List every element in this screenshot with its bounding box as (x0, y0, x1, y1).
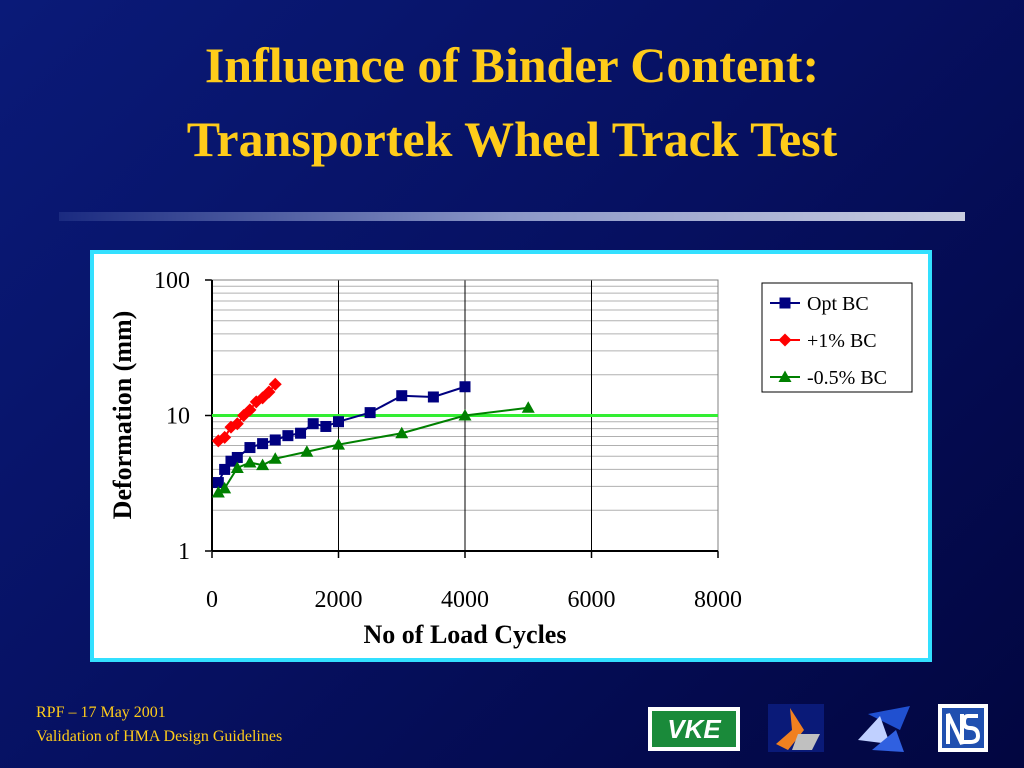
y-tick-label: 10 (166, 404, 190, 430)
x-axis-label: No of Load Cycles (364, 620, 567, 649)
legend-marker (778, 370, 792, 382)
marker (244, 442, 256, 454)
marker (211, 486, 225, 498)
chart: 0 2000 4000 6000 8000 1 10 100 No of Load Cycles… (108, 268, 913, 649)
marker (364, 407, 376, 419)
marker (395, 426, 409, 439)
legend-label: -0.5% BC (807, 367, 887, 389)
legend-marker (779, 297, 791, 309)
legend-label: +1% BC (807, 330, 877, 352)
marker (243, 455, 257, 468)
logo-text: VKE (667, 714, 721, 744)
marker (218, 481, 232, 494)
legend-label: Opt BC (807, 293, 869, 315)
x-tick-label: 2000 (315, 587, 363, 613)
marker (282, 430, 294, 442)
logo-orange (768, 704, 824, 752)
marker (269, 434, 281, 446)
marker (218, 430, 232, 444)
marker (333, 416, 344, 428)
marker (268, 452, 282, 464)
x-tick-label: 6000 (568, 587, 616, 613)
marker (427, 391, 439, 403)
marker (212, 477, 224, 489)
footer-line: RPF – 17 May 2001 (36, 704, 166, 721)
x-tick-label: 4000 (441, 587, 489, 613)
x-tick-label: 0 (206, 587, 218, 613)
marker (459, 381, 471, 393)
marker (219, 463, 231, 475)
x-tick-label: 8000 (694, 587, 742, 613)
marker (231, 451, 243, 463)
marker (230, 461, 244, 473)
marker (262, 385, 276, 399)
marker (295, 427, 307, 439)
title-line: Transportek Wheel Track Test (187, 111, 838, 167)
divider (59, 212, 965, 221)
marker (396, 390, 408, 402)
marker (521, 401, 535, 413)
logo-arrows (858, 706, 910, 752)
marker (256, 458, 270, 471)
marker (458, 409, 472, 421)
y-tick-label: 1 (178, 539, 190, 565)
marker (320, 420, 332, 432)
marker (307, 418, 319, 430)
marker (257, 438, 269, 450)
legend-marker (778, 333, 792, 347)
y-axis-label: Deformation (mm) (108, 311, 137, 520)
title-line: Influence of Binder Content: (205, 37, 819, 93)
marker (300, 445, 314, 457)
marker (243, 403, 257, 417)
marker (268, 377, 282, 391)
y-tick-label: 100 (154, 268, 190, 294)
marker (230, 417, 244, 431)
marker (332, 438, 345, 450)
footer-line: Validation of HMA Design Guidelines (36, 728, 282, 745)
logo-vke: VKE (648, 707, 740, 751)
marker (225, 455, 237, 467)
logo-ns (938, 704, 988, 752)
